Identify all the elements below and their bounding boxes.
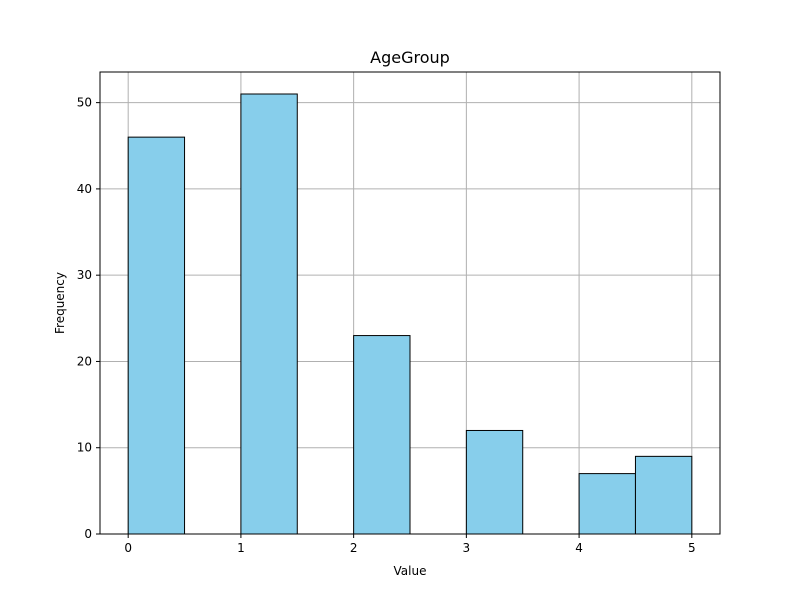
y-tick-label: 40 xyxy=(77,182,92,196)
histogram-bar xyxy=(634,455,693,535)
x-tick-label: 3 xyxy=(463,541,471,555)
histogram-bar xyxy=(240,93,298,535)
plot-frame xyxy=(99,71,721,535)
y-tick-label: 0 xyxy=(84,527,92,541)
y-tick-label: 20 xyxy=(77,354,92,368)
y-axis-label: Frequency xyxy=(53,272,67,334)
chart-title: AgeGroup xyxy=(370,48,450,67)
x-tick-label: 0 xyxy=(124,541,132,555)
y-tick-label: 10 xyxy=(77,441,92,455)
y-tick-label: 50 xyxy=(77,96,92,110)
histogram-bars xyxy=(127,93,693,535)
x-axis-label: Value xyxy=(394,564,427,578)
x-axis-ticks: 0 1 2 3 4 5 xyxy=(124,534,696,555)
x-tick-label: 4 xyxy=(575,541,583,555)
histogram-bar xyxy=(353,335,411,535)
x-tick-label: 2 xyxy=(350,541,358,555)
x-tick-label: 5 xyxy=(688,541,696,555)
y-axis-ticks: 0 10 20 30 40 50 xyxy=(77,96,100,541)
histogram-bar xyxy=(578,473,636,535)
histogram-bar xyxy=(127,136,186,535)
x-tick-label: 1 xyxy=(237,541,245,555)
histogram-bar xyxy=(465,429,524,535)
y-tick-label: 30 xyxy=(77,268,92,282)
